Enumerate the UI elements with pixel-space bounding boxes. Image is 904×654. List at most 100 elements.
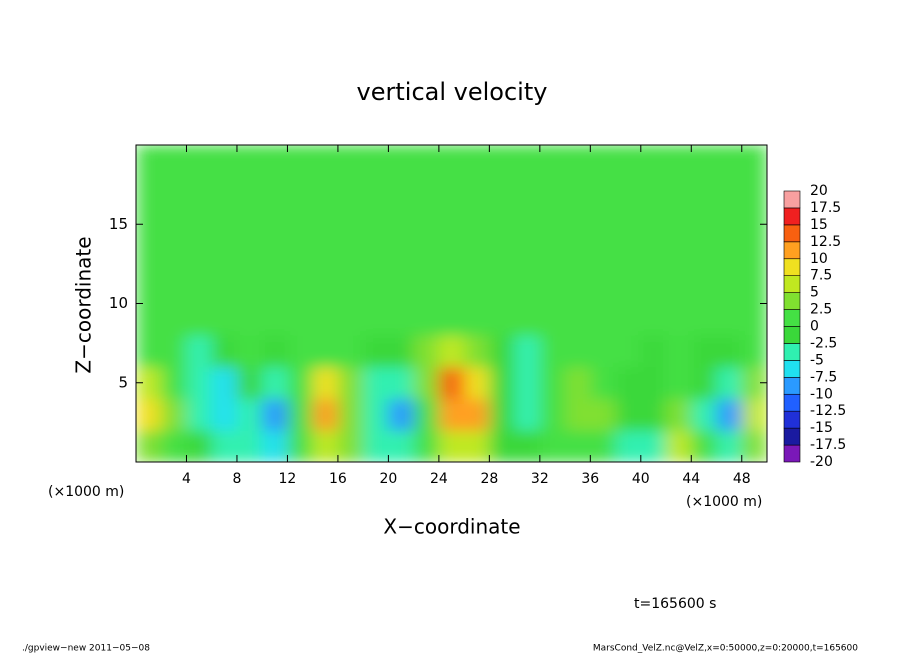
cell <box>489 176 516 209</box>
colorbar-box <box>783 224 801 243</box>
cell <box>211 240 238 273</box>
cell <box>590 240 617 273</box>
cell <box>186 240 213 273</box>
cell <box>413 208 440 241</box>
cell <box>337 366 364 400</box>
cell <box>413 303 440 336</box>
cell <box>590 430 617 462</box>
cell <box>337 335 364 368</box>
cell <box>287 145 314 178</box>
x-tick-label: 44 <box>682 471 700 487</box>
cell <box>464 303 490 336</box>
cell <box>514 303 541 336</box>
cell <box>489 366 516 400</box>
cell <box>539 145 566 178</box>
cell <box>565 430 591 462</box>
cell <box>640 176 667 209</box>
cell <box>236 176 263 209</box>
cell <box>716 335 743 368</box>
cell <box>464 271 490 304</box>
cell <box>590 303 617 336</box>
cell <box>236 398 263 431</box>
cell <box>161 145 187 178</box>
colorbar-label: 0 <box>810 319 819 335</box>
colorbar-box <box>783 207 801 226</box>
cell <box>388 303 415 336</box>
cell <box>691 271 718 304</box>
cell <box>211 398 238 431</box>
x-tick-label: 40 <box>632 471 650 487</box>
cell <box>565 271 591 304</box>
colorbar-label: 12.5 <box>810 234 841 250</box>
cell <box>363 240 389 273</box>
cell <box>539 430 566 462</box>
cell <box>236 303 263 336</box>
cell <box>186 335 213 368</box>
cell <box>691 303 718 336</box>
cell <box>716 430 743 462</box>
colorbar-label: 20 <box>810 183 828 199</box>
cell <box>337 303 364 336</box>
colorbar-box <box>783 427 801 446</box>
cell <box>312 366 339 400</box>
cell <box>640 208 667 241</box>
colorbar-box <box>783 410 801 429</box>
cell <box>388 208 415 241</box>
cell <box>640 145 667 178</box>
cell <box>514 208 541 241</box>
cell <box>262 398 288 431</box>
cell <box>312 303 339 336</box>
cell <box>236 240 263 273</box>
cell <box>565 303 591 336</box>
cell <box>489 208 516 241</box>
cell <box>186 303 213 336</box>
cell <box>136 145 162 178</box>
cell <box>287 366 314 400</box>
cell <box>565 335 591 368</box>
colorbar-label: -2.5 <box>810 335 837 351</box>
cell <box>615 240 642 273</box>
x-tick-label: 48 <box>733 471 751 487</box>
colorbar-label: -7.5 <box>810 369 837 385</box>
x-tick-label: 16 <box>329 471 347 487</box>
cell <box>666 240 692 273</box>
cell <box>539 176 566 209</box>
y-tick-label: 10 <box>109 294 128 312</box>
cell <box>489 303 516 336</box>
cell <box>438 208 465 241</box>
cell <box>312 271 339 304</box>
cell <box>186 145 213 178</box>
colorbar-box <box>783 343 801 361</box>
cell <box>666 398 692 431</box>
cell <box>413 145 440 178</box>
cell <box>615 366 642 400</box>
x-tick-label: 4 <box>182 471 191 487</box>
cell <box>438 366 465 400</box>
cell <box>464 430 490 462</box>
cell <box>565 208 591 241</box>
x-unit: (×1000 m) <box>48 484 124 500</box>
cell <box>262 208 288 241</box>
cell <box>615 145 642 178</box>
cell <box>438 398 465 431</box>
cell <box>464 366 490 400</box>
footer: ./gpview−new 2011−05−08 <box>22 644 150 654</box>
cell <box>388 398 415 431</box>
cell <box>136 398 162 431</box>
cell <box>514 335 541 368</box>
cell <box>161 398 187 431</box>
cell <box>236 208 263 241</box>
cell <box>236 430 263 462</box>
colorbar-box <box>783 309 801 327</box>
cell <box>640 366 667 400</box>
cell <box>590 335 617 368</box>
cell <box>640 398 667 431</box>
cell <box>741 303 767 336</box>
cell <box>337 271 364 304</box>
cell <box>438 240 465 273</box>
cell <box>211 208 238 241</box>
cell <box>691 335 718 368</box>
cell <box>565 145 591 178</box>
colorbar-box <box>783 444 801 463</box>
